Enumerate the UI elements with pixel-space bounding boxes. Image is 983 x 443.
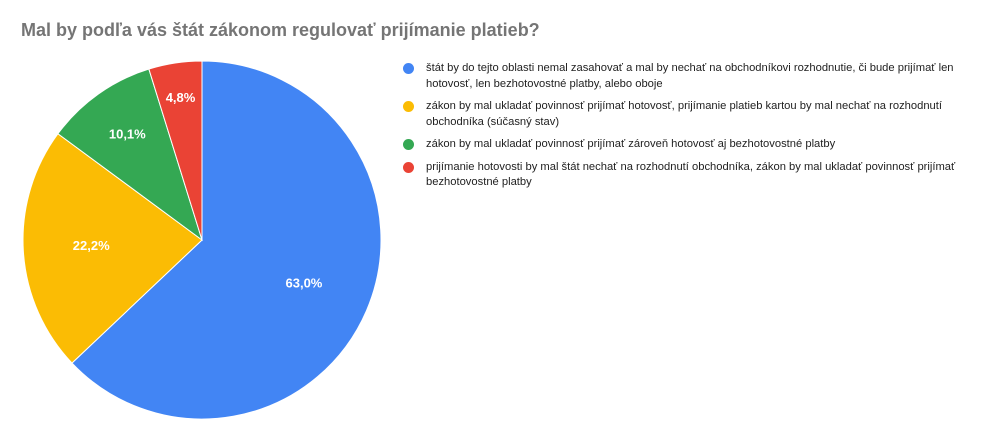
pie-slice[interactable] — [57, 68, 203, 242]
legend-swatch — [403, 101, 414, 112]
slice-value-label: 63,0% — [286, 275, 323, 290]
slice-value-label: 10,1% — [109, 126, 146, 141]
legend-label: prijímanie hotovosti by mal štát nechať … — [426, 160, 956, 189]
legend-item[interactable]: prijímanie hotovosti by mal štát nechať … — [403, 160, 968, 191]
pie-slice[interactable] — [148, 60, 203, 241]
legend-swatch — [403, 139, 414, 150]
slice-value-label: 22,2% — [73, 238, 110, 253]
legend-item[interactable]: zákon by mal ukladať povinnosť prijímať … — [403, 137, 968, 153]
legend: štát by do tejto oblasti nemal zasahovať… — [403, 61, 968, 198]
pie-slice[interactable] — [22, 133, 203, 364]
legend-swatch — [403, 63, 414, 74]
chart-title: Mal by podľa vás štát zákonom regulovať … — [21, 20, 540, 40]
legend-label: štát by do tejto oblasti nemal zasahovať… — [426, 62, 954, 90]
legend-item[interactable]: štát by do tejto oblasti nemal zasahovať… — [403, 61, 968, 92]
legend-label: zákon by mal ukladať povinnosť prijímať … — [426, 100, 942, 128]
legend-item[interactable]: zákon by mal ukladať povinnosť prijímať … — [403, 99, 968, 130]
slice-value-label: 4,8% — [166, 90, 196, 105]
legend-label: zákon by mal ukladať povinnosť prijímať … — [426, 138, 836, 150]
legend-swatch — [403, 161, 414, 173]
pie-slice[interactable] — [71, 60, 382, 420]
